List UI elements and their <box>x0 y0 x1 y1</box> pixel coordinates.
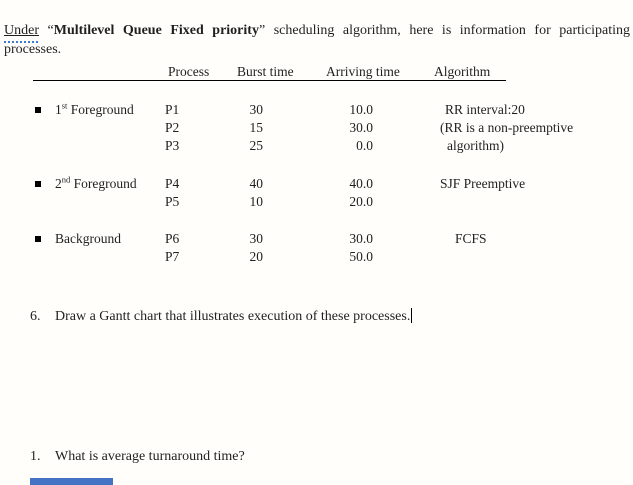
algorithm: SJF Preemptive <box>440 176 526 191</box>
column-header-algorithm: Algorithm <box>434 64 491 79</box>
burst-time: 20 <box>249 249 264 264</box>
process-id: P2 <box>165 120 180 135</box>
process-id: P1 <box>165 102 180 117</box>
process-id: P3 <box>165 138 180 153</box>
question-number: 1. <box>30 449 41 464</box>
intro-text: “ <box>39 23 54 38</box>
table-row: 1st Foreground P1 30 10.0 RR interval:20 <box>33 100 628 120</box>
burst-time: 15 <box>249 120 264 135</box>
queue-group-label: 1st Foreground <box>55 100 134 117</box>
column-header-burst-time: Burst time <box>237 64 294 79</box>
column-header-process: Process <box>168 64 210 79</box>
underlined-word: Under <box>4 23 39 38</box>
algorithm-note: algorithm) <box>447 138 504 153</box>
table-row: P3 25 0.0 algorithm) <box>33 138 628 156</box>
table-header-row: Process Burst time Arriving time Algorit… <box>33 62 506 81</box>
intro-text-rest: ” scheduling algorithm, here is informat… <box>4 23 631 57</box>
question-1[interactable]: 1. What is average turnaround time? <box>30 449 245 465</box>
burst-time: 25 <box>249 138 264 153</box>
square-bullet-icon <box>35 107 41 113</box>
grammar-squiggle: Under <box>4 21 39 43</box>
queue-group-label: 2nd Foreground <box>55 174 137 191</box>
burst-time: 30 <box>249 102 264 117</box>
algorithm-note: (RR is a non-preemptive <box>440 120 574 135</box>
table-row: P7 20 50.0 <box>33 249 628 267</box>
question-6[interactable]: 6. Draw a Gantt chart that illustrates ex… <box>30 308 413 325</box>
table-row: P2 15 30.0 (RR is a non-preemptive <box>33 120 628 138</box>
algorithm: RR interval:20 <box>445 102 525 117</box>
table-row: Background P6 30 30.0 FCFS <box>33 231 628 249</box>
text-cursor <box>411 308 413 323</box>
algorithm: FCFS <box>455 231 487 246</box>
intro-paragraph: Under “Multilevel Queue Fixed priority” … <box>4 21 630 59</box>
table-row: P5 10 20.0 <box>33 194 628 212</box>
process-id: P5 <box>165 194 180 209</box>
process-id: P7 <box>165 249 180 264</box>
burst-time: 30 <box>249 231 264 246</box>
arriving-time: 10.0 <box>349 102 373 117</box>
clipped-blue-element <box>30 478 113 485</box>
arriving-time: 30.0 <box>349 231 373 246</box>
queue-group-label: Background <box>55 231 121 246</box>
intro-bold-text: Multilevel Queue Fixed priority <box>53 23 259 38</box>
question-text: What is average turnaround time? <box>55 449 245 464</box>
burst-time: 10 <box>249 194 264 209</box>
arriving-time: 0.0 <box>356 138 373 153</box>
process-id: P6 <box>165 231 180 246</box>
square-bullet-icon <box>35 181 41 187</box>
arriving-time: 40.0 <box>349 176 373 191</box>
burst-time: 40 <box>249 176 264 191</box>
square-bullet-icon <box>35 236 41 242</box>
question-number: 6. <box>30 309 41 324</box>
question-text: Draw a Gantt chart that illustrates exec… <box>55 309 411 324</box>
arriving-time: 30.0 <box>349 120 373 135</box>
arriving-time: 20.0 <box>349 194 373 209</box>
arriving-time: 50.0 <box>349 249 373 264</box>
process-id: P4 <box>165 176 180 191</box>
table-row: 2nd Foreground P4 40 40.0 SJF Preemptive <box>33 174 628 194</box>
column-header-arriving-time: Arriving time <box>326 64 400 79</box>
